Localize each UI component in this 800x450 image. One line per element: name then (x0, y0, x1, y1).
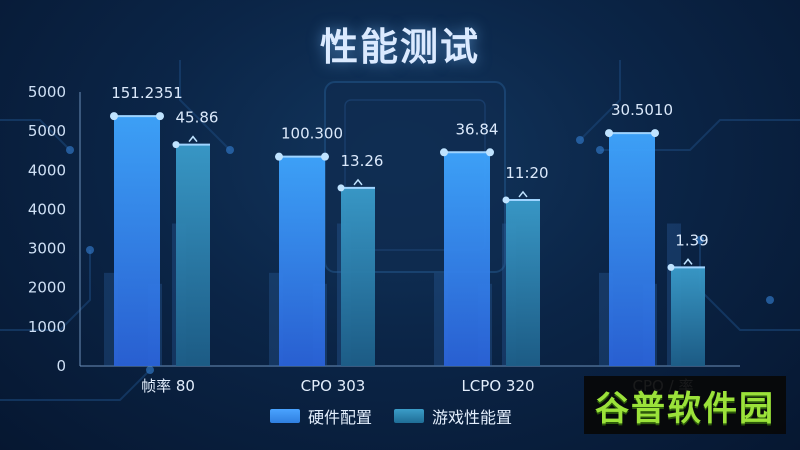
data-label-game: 1.39 (675, 231, 708, 249)
x-tick-label: CPO 303 (301, 377, 366, 395)
legend-swatch-hardware (270, 409, 300, 423)
legend-label-hardware: 硬件配置 (308, 408, 373, 427)
y-tick-label: 0 (56, 357, 66, 375)
bar-hardware (444, 152, 490, 366)
bar-game (671, 267, 705, 366)
circuit-line (0, 250, 91, 331)
bar-hardware (609, 133, 655, 366)
circuit-line (0, 369, 151, 401)
y-tick-label: 1000 (28, 318, 66, 336)
data-label-hardware: 100.300 (281, 125, 343, 143)
legend-item-hardware: 硬件配置 (270, 404, 372, 428)
bar-hardware-node (651, 129, 659, 138)
bar-game-arrow (188, 135, 198, 143)
bar-hardware-node (321, 152, 329, 161)
y-tick-label: 2000 (28, 279, 66, 297)
circuit-line (179, 60, 231, 151)
data-label-game: 13.26 (341, 152, 384, 170)
watermark-logo: 谷普软件园 (584, 376, 786, 434)
circuit-node (226, 146, 234, 154)
bar-hardware-node (440, 148, 448, 157)
circuit-node (146, 366, 154, 374)
bar-hardware (114, 116, 160, 366)
y-tick-label: 5000 (28, 122, 66, 140)
bar-hardware (279, 156, 325, 366)
bar-game-arrow (683, 258, 693, 265)
circuit-line (579, 60, 621, 141)
chart-title: 性能测试 (319, 25, 480, 69)
legend: 硬件配置 游戏性能置 (270, 404, 512, 428)
circuit-line (699, 240, 800, 331)
bar-game (341, 187, 375, 366)
circuit-node (696, 236, 704, 244)
bar-game-node (502, 196, 510, 204)
y-tick-label: 5000 (28, 83, 66, 101)
bar-game-node (172, 141, 180, 149)
x-tick-label: 帧率 80 (141, 377, 195, 395)
circuit-node (576, 136, 584, 144)
bar-hardware-node (275, 152, 283, 161)
y-tick-label: 3000 (28, 240, 66, 258)
circuit-node (66, 146, 74, 154)
data-label-game: 45.86 (176, 109, 219, 127)
x-tick-label: LCPO 320 (461, 377, 534, 395)
circuit-node (86, 246, 94, 254)
bar-hardware-node (486, 148, 494, 157)
bar-hardware-node (110, 112, 118, 121)
data-label-hardware: 36.84 (456, 120, 499, 138)
bar-game (506, 199, 540, 366)
bar-game-node (667, 263, 675, 271)
y-tick-label: 4000 (28, 161, 66, 179)
legend-swatch-game (394, 409, 425, 423)
legend-label-game: 游戏性能置 (432, 408, 513, 427)
circuit-node (596, 146, 604, 154)
circuit-line (0, 119, 71, 151)
data-label-hardware: 151.2351 (111, 84, 183, 102)
circuit-node (766, 296, 774, 304)
bar-game (176, 144, 210, 366)
legend-item-game: 游戏性能置 (394, 404, 512, 428)
bar-game-arrow (518, 190, 528, 198)
bar-hardware-node (605, 129, 613, 138)
bar-game-node (337, 184, 345, 192)
bar-hardware-node (156, 112, 164, 121)
bar-game-arrow (353, 178, 363, 186)
y-tick-label: 4000 (28, 200, 66, 218)
data-label-hardware: 30.5010 (611, 101, 673, 119)
data-label-game: 11:20 (505, 164, 548, 182)
